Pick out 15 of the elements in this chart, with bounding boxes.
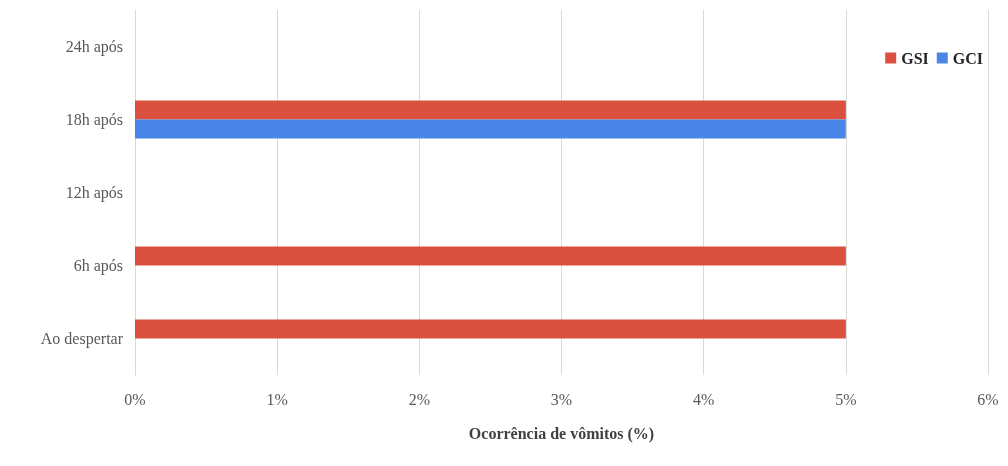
x-tick-label: 4% xyxy=(693,390,715,408)
legend-label: GCI xyxy=(952,49,984,67)
x-tick-label: 6% xyxy=(977,390,999,408)
y-tick-label: 24h após xyxy=(65,38,123,56)
x-tick-label: 3% xyxy=(550,390,573,408)
x-axis-title: Ocorrência de vômitos (%) xyxy=(468,424,655,443)
y-tick-label: 6h após xyxy=(73,257,123,275)
legend-label: GSI xyxy=(901,49,929,67)
x-tick-label: 1% xyxy=(266,390,288,408)
x-tick-label: 2% xyxy=(408,390,430,408)
y-tick-label: 18h após xyxy=(65,111,123,129)
y-tick-label: Ao despertar xyxy=(40,330,124,348)
x-tick-label: 0% xyxy=(124,390,146,408)
y-tick-label: 12h após xyxy=(65,184,123,202)
x-tick-label: 5% xyxy=(835,390,857,408)
